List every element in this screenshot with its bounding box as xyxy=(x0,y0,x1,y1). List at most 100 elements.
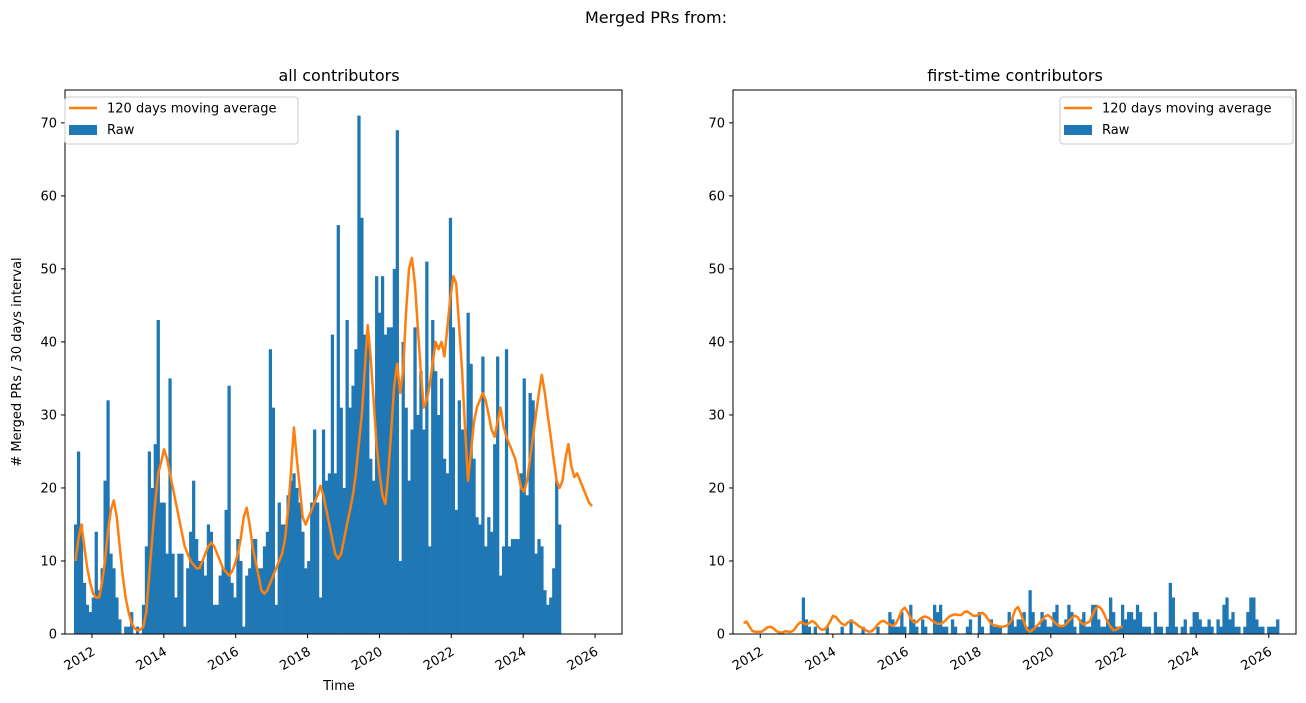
axis-ticks: 0 10 20 30 40 50 60 70 2012 2014 2016 2018 2020 2022 2… xyxy=(708,116,1274,674)
bar xyxy=(324,480,329,634)
bar xyxy=(307,560,311,634)
bar xyxy=(425,261,429,634)
bar xyxy=(888,612,892,634)
bar xyxy=(525,495,529,634)
moving-average-line xyxy=(743,605,1123,634)
bar xyxy=(197,560,202,634)
bar xyxy=(254,539,258,634)
bar xyxy=(1204,626,1208,634)
bar xyxy=(295,487,299,634)
x-tick-label: 2026 xyxy=(1239,644,1275,674)
bar xyxy=(1195,612,1199,634)
bar xyxy=(1088,626,1092,634)
bar xyxy=(230,582,234,634)
bar xyxy=(490,531,494,634)
bar xyxy=(1109,597,1113,634)
bar xyxy=(1070,612,1074,634)
bar xyxy=(1198,619,1202,634)
bar xyxy=(507,546,512,634)
bar xyxy=(807,626,811,634)
bar xyxy=(1258,626,1262,634)
bar xyxy=(445,473,450,634)
bar xyxy=(94,531,98,634)
bar xyxy=(189,531,193,634)
bar xyxy=(1228,619,1232,634)
y-tick-label: 40 xyxy=(40,335,57,350)
x-tick-label: 2022 xyxy=(421,644,457,674)
bar xyxy=(876,626,880,634)
y-tick-label: 50 xyxy=(40,262,57,277)
bar xyxy=(100,568,104,634)
plot-frame xyxy=(64,89,623,635)
y-tick-label: 10 xyxy=(708,554,725,569)
bar xyxy=(118,619,122,634)
bar xyxy=(1094,604,1098,634)
bar xyxy=(183,626,187,634)
bar xyxy=(1243,626,1247,634)
bar xyxy=(1037,626,1041,634)
bar xyxy=(454,509,458,634)
bar xyxy=(124,626,128,634)
bar xyxy=(1222,604,1226,634)
y-tick-label: 10 xyxy=(40,554,57,569)
bar xyxy=(546,604,550,634)
bar xyxy=(549,597,553,634)
legend-bar-label: Raw xyxy=(1102,123,1130,138)
bar xyxy=(389,327,394,634)
bar xyxy=(998,626,1002,634)
y-tick-label: 50 xyxy=(708,262,725,277)
bar xyxy=(1040,612,1044,634)
y-tick-label: 0 xyxy=(49,628,57,643)
y-tick-label: 60 xyxy=(40,189,57,204)
bar xyxy=(861,626,865,634)
bar xyxy=(1129,612,1134,634)
bar xyxy=(977,612,982,634)
x-tick-label: 2014 xyxy=(134,644,170,674)
bar xyxy=(407,480,411,634)
bar xyxy=(147,451,152,634)
chart-title: first-time contributors xyxy=(927,66,1103,85)
legend-bar-swatch xyxy=(69,125,97,135)
bar xyxy=(804,619,809,634)
legend-box xyxy=(64,96,299,145)
x-tick-label: 2016 xyxy=(875,644,911,674)
bar xyxy=(1120,604,1125,634)
bar xyxy=(1174,626,1178,634)
bar xyxy=(416,414,420,634)
bar xyxy=(478,524,482,634)
bar xyxy=(321,429,326,634)
bar xyxy=(351,385,355,634)
bar xyxy=(801,597,806,634)
bar xyxy=(174,597,178,634)
bar xyxy=(813,626,817,634)
y-tick-label: 70 xyxy=(40,116,57,131)
bar xyxy=(1073,626,1077,634)
bar xyxy=(1091,604,1095,634)
bar xyxy=(82,582,87,634)
bar xyxy=(1231,612,1235,634)
bar xyxy=(941,626,946,634)
bar xyxy=(221,568,225,634)
bar xyxy=(903,626,907,634)
bar xyxy=(900,612,904,634)
y-tick-label: 40 xyxy=(708,335,725,350)
bar xyxy=(1064,619,1068,634)
bar xyxy=(289,480,293,634)
figure-suptitle: Merged PRs from: xyxy=(585,8,727,27)
x-tick-label: 2020 xyxy=(1021,644,1057,674)
bar xyxy=(1210,626,1214,634)
bar xyxy=(915,626,919,634)
bar xyxy=(339,407,343,634)
bar xyxy=(1237,626,1241,634)
bar xyxy=(85,604,90,634)
legend: 120 days moving average Raw xyxy=(1059,96,1294,145)
bar xyxy=(1219,626,1223,634)
bar xyxy=(1126,612,1131,634)
bar xyxy=(88,612,92,634)
bar xyxy=(457,400,461,634)
bar xyxy=(366,334,370,634)
bar xyxy=(1165,626,1169,634)
bar xyxy=(965,626,970,634)
bar xyxy=(153,444,157,634)
bar xyxy=(313,429,317,634)
